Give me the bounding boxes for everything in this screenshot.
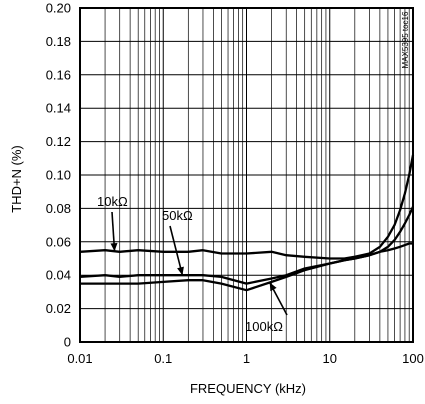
y-axis-label: THD+N (%)	[9, 145, 24, 213]
x-tick-labels: 0.01 0.1 1 10 100	[67, 351, 424, 366]
y-tick-label: 0.20	[46, 1, 71, 16]
x-tick-label: 0.01	[67, 351, 92, 366]
x-tick-label: 10	[323, 351, 337, 366]
x-tick-label: 0.1	[154, 351, 172, 366]
y-tick-label: 0.04	[46, 268, 71, 283]
callout-arrow-50k	[169, 225, 184, 276]
series-line-100k	[80, 242, 413, 292]
callout-arrow-100k	[268, 282, 288, 316]
series-layer	[79, 154, 415, 292]
y-tick-label: 0	[64, 335, 71, 350]
callout-arrow-10k	[110, 211, 118, 252]
watermark-text: MAX5395 toc16	[401, 11, 410, 68]
y-tick-label: 0.08	[46, 201, 71, 216]
series-label-100k: 100kΩ	[245, 319, 283, 334]
x-tick-label: 1	[243, 351, 250, 366]
series-line-10k	[79, 154, 415, 260]
series-label-10k: 10kΩ	[97, 194, 128, 209]
series-line-50k	[79, 206, 415, 285]
plot-frame	[79, 7, 414, 343]
x-tick-label: 100	[402, 351, 424, 366]
y-tick-label: 0.06	[46, 234, 71, 249]
y-tick-label: 0.18	[46, 34, 71, 49]
y-tick-labels: 0 0.02 0.04 0.06 0.08 0.10 0.12 0.14 0.16 0.18 0.2…	[46, 1, 71, 350]
y-tick-label: 0.12	[46, 134, 71, 149]
y-tick-label: 0.14	[46, 101, 71, 116]
y-tick-label: 0.10	[46, 168, 71, 183]
x-axis-label: FREQUENCY (kHz)	[190, 381, 306, 396]
y-tick-label: 0.02	[46, 301, 71, 316]
callout-arrows	[110, 211, 288, 316]
series-label-50k: 50kΩ	[162, 208, 193, 223]
y-tick-label: 0.16	[46, 67, 71, 82]
